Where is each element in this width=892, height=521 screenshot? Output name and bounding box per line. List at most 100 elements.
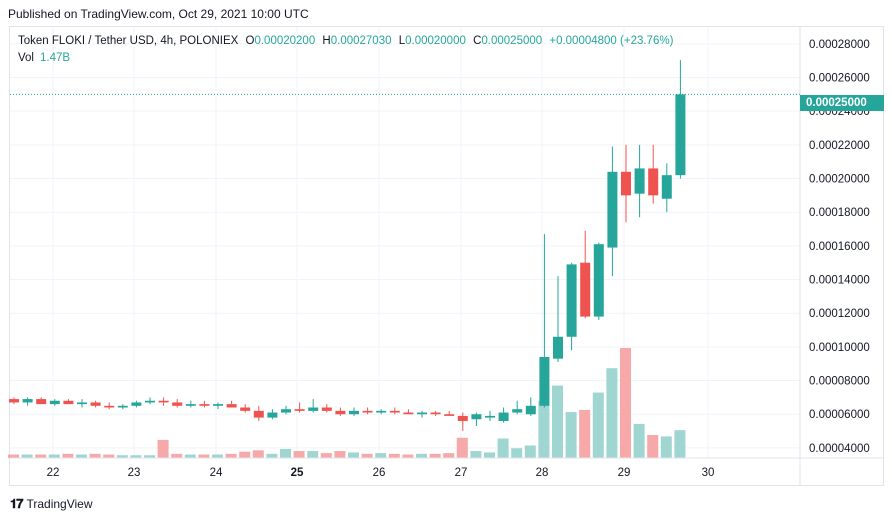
candle-body bbox=[77, 402, 87, 405]
candle-body bbox=[158, 400, 169, 403]
y-tick-label: 0.00006000 bbox=[809, 409, 870, 421]
low-label: L bbox=[398, 35, 406, 47]
volume-bar bbox=[429, 453, 441, 458]
published-caption: Published on TradingView.com, Oct 29, 20… bbox=[8, 7, 309, 21]
volume-bar bbox=[198, 454, 210, 458]
volume-bar bbox=[674, 430, 686, 458]
candle-body bbox=[253, 410, 264, 418]
volume-bar bbox=[470, 451, 482, 458]
volume-label: Vol bbox=[18, 52, 34, 64]
volume-bar bbox=[184, 454, 196, 458]
change-value: +0.00004800 (+23.76%) bbox=[549, 35, 674, 47]
candle-body bbox=[376, 410, 387, 413]
y-tick-label: 0.00022000 bbox=[809, 140, 870, 152]
y-tick-label: 0.00016000 bbox=[809, 241, 870, 253]
candle-body bbox=[22, 399, 33, 403]
candle-body bbox=[512, 409, 523, 413]
volume-bar bbox=[157, 439, 169, 458]
candle-body bbox=[226, 404, 237, 408]
volume-bar bbox=[116, 455, 128, 458]
volume-bar bbox=[8, 454, 19, 458]
candle-body bbox=[471, 414, 482, 420]
candle-body bbox=[362, 410, 373, 413]
low-value: 0.00020000 bbox=[405, 35, 466, 47]
candle-body bbox=[661, 175, 672, 199]
volume-bar bbox=[320, 453, 332, 458]
ohlc-legend: Token FLOKI / Tether USD, 4h, POLONIEX O… bbox=[18, 35, 673, 47]
close-label: C bbox=[473, 35, 482, 47]
high-label: H bbox=[322, 35, 331, 47]
volume-bar bbox=[212, 454, 223, 458]
candle-body bbox=[281, 409, 291, 413]
candle-body bbox=[457, 415, 468, 421]
volume-bar bbox=[524, 445, 536, 458]
candle-body bbox=[648, 168, 659, 196]
candle-body bbox=[36, 399, 47, 405]
candle-body bbox=[607, 171, 618, 248]
candle-body bbox=[49, 400, 60, 405]
open-label: O bbox=[245, 35, 255, 47]
volume-value: 1.47B bbox=[40, 52, 71, 64]
y-tick-label: 0.00010000 bbox=[809, 342, 870, 354]
close-value: 0.00025000 bbox=[481, 35, 543, 47]
volume-bar bbox=[239, 451, 251, 458]
volume-bar bbox=[606, 368, 618, 458]
candle-body bbox=[417, 412, 427, 415]
volume-bar bbox=[456, 437, 468, 458]
volume-bar bbox=[375, 453, 387, 458]
y-tick-label: 0.00008000 bbox=[809, 376, 870, 388]
volume-bar bbox=[620, 348, 631, 458]
candle-body bbox=[593, 244, 604, 317]
high-value: 0.00027030 bbox=[330, 35, 392, 47]
candle-body bbox=[444, 414, 455, 416]
volume-bar bbox=[334, 451, 346, 458]
volume-bar bbox=[484, 452, 495, 458]
candle-body bbox=[63, 400, 74, 405]
volume-bar bbox=[497, 438, 509, 458]
volume-bar bbox=[280, 448, 291, 458]
candle-body bbox=[213, 404, 223, 406]
candle-body bbox=[185, 404, 196, 406]
volume-bar bbox=[579, 409, 591, 458]
volume-bar bbox=[144, 455, 155, 458]
x-tick-label: 30 bbox=[702, 467, 715, 479]
volume-bar bbox=[130, 455, 142, 458]
x-tick-label: 22 bbox=[47, 467, 60, 479]
candle-body bbox=[389, 410, 400, 413]
candle-body bbox=[553, 336, 563, 359]
candle-body bbox=[117, 405, 128, 408]
tradingview-brand[interactable]: 𝟏𝟕 TradingView bbox=[10, 496, 93, 512]
x-tick-label: 23 bbox=[128, 467, 141, 479]
x-tick-label: 24 bbox=[210, 467, 223, 479]
candle-body bbox=[566, 264, 577, 337]
volume-bar bbox=[89, 453, 101, 458]
volume-bar bbox=[48, 454, 60, 458]
volume-bar bbox=[76, 454, 87, 458]
candle-body bbox=[634, 168, 645, 194]
candle-body bbox=[294, 409, 305, 411]
candle-body bbox=[430, 412, 441, 415]
volume-bar bbox=[35, 454, 47, 458]
chart-frame[interactable] bbox=[9, 26, 884, 486]
volume-bar bbox=[348, 452, 359, 458]
y-tick-label: 0.00012000 bbox=[809, 308, 870, 320]
volume-bar bbox=[538, 400, 550, 458]
volume-bar bbox=[62, 453, 74, 458]
volume-bar bbox=[103, 454, 115, 458]
candle-body bbox=[485, 415, 495, 418]
y-tick-label: 0.00026000 bbox=[809, 73, 870, 85]
volume-bar bbox=[552, 385, 563, 458]
tradingview-logo-icon: 𝟏𝟕 bbox=[10, 496, 24, 511]
volume-bar bbox=[171, 453, 183, 458]
candle-body bbox=[335, 410, 346, 415]
volume-bar bbox=[565, 412, 577, 458]
last-price-label: 0.00025000 bbox=[800, 95, 884, 111]
volume-bar bbox=[293, 451, 305, 458]
volume-bar bbox=[21, 454, 33, 458]
candle-body bbox=[498, 412, 509, 421]
candle-body bbox=[539, 356, 550, 406]
volume-bar bbox=[307, 451, 319, 458]
candle-body bbox=[349, 410, 359, 415]
candle-body bbox=[621, 171, 631, 196]
